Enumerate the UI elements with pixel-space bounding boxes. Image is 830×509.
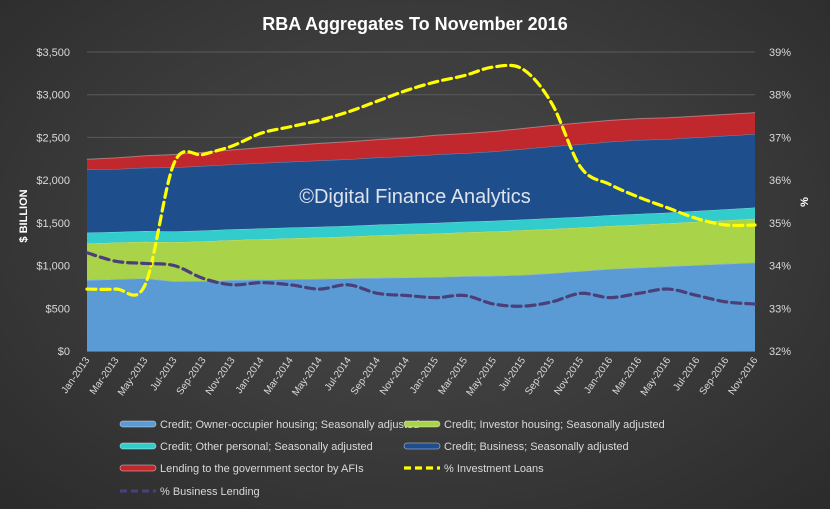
x-tick-label: Jul-2013	[149, 355, 180, 393]
x-tick-label: Nov-2015	[552, 355, 586, 397]
legend-label: Credit; Investor housing; Seasonally adj…	[444, 419, 665, 431]
x-tick-label: May-2015	[465, 355, 500, 398]
watermark: ©Digital Finance Analytics	[299, 186, 531, 208]
y-left-tick-label: $1,000	[36, 261, 70, 273]
line-series	[85, 63, 757, 297]
right-axis-ticks: 32% 33% 34% 35% 36% 37% 38% 39%	[769, 47, 791, 358]
area-series	[87, 218, 755, 282]
y-right-tick-label: 37%	[769, 132, 791, 144]
area-series	[87, 207, 755, 244]
x-axis-ticks: Jan-2013Mar-2013May-2013Jul-2013Sep-2013…	[60, 355, 761, 398]
legend-label: Credit; Other personal; Seasonally adjus…	[160, 441, 373, 453]
y-right-tick-label: 34%	[769, 261, 791, 273]
right-axis-label: %	[799, 197, 811, 207]
line-series	[85, 251, 757, 308]
x-tick-label: Jul-2014	[323, 355, 354, 393]
x-tick-label: Jul-2016	[671, 355, 702, 393]
y-right-tick-label: 38%	[769, 90, 791, 102]
y-right-tick-label: 32%	[769, 346, 791, 358]
x-tick-label: Nov-2014	[378, 355, 412, 397]
legend-label: Lending to the government sector by AFIs	[160, 463, 364, 475]
x-tick-label: Nov-2013	[204, 355, 238, 397]
y-left-tick-label: $3,500	[36, 47, 70, 59]
legend: Credit; Owner-occupier housing; Seasonal…	[119, 419, 665, 498]
y-left-tick-label: $1,500	[36, 218, 70, 230]
x-tick-label: May-2014	[290, 355, 325, 398]
y-left-tick-label: $2,000	[36, 175, 70, 187]
y-left-tick-label: $2,500	[36, 132, 70, 144]
legend-label: Credit; Business; Seasonally adjusted	[444, 441, 629, 453]
x-tick-label: Jul-2015	[497, 355, 528, 393]
legend-label: % Business Lending	[160, 486, 260, 498]
legend-label: Credit; Owner-occupier housing; Seasonal…	[160, 419, 419, 431]
x-tick-label: May-2013	[116, 355, 151, 398]
y-right-tick-label: 33%	[769, 303, 791, 315]
area-series-edge	[86, 112, 756, 160]
legend-swatch	[119, 420, 157, 428]
legend-swatch	[119, 442, 157, 450]
left-axis-label: $ BILLION	[18, 189, 30, 242]
area-series	[87, 112, 755, 170]
y-right-tick-label: 39%	[769, 47, 791, 59]
x-tick-label: May-2016	[639, 355, 674, 398]
x-tick-label: Nov-2016	[727, 355, 761, 397]
legend-swatch	[403, 420, 441, 428]
y-left-tick-label: $0	[58, 346, 70, 358]
legend-label: % Investment Loans	[444, 463, 544, 475]
y-left-tick-label: $3,000	[36, 90, 70, 102]
y-right-tick-label: 36%	[769, 175, 791, 187]
legend-swatch	[119, 464, 157, 472]
y-right-tick-label: 35%	[769, 218, 791, 230]
y-left-tick-label: $500	[46, 303, 70, 315]
percent-lines	[85, 63, 757, 308]
stacked-areas	[86, 112, 756, 351]
left-axis-ticks: $0 $500 $1,000 $1,500 $2,000 $2,500 $3,000 $3,5…	[36, 47, 70, 358]
chart-title: RBA Aggregates To November 2016	[262, 14, 567, 34]
area-series	[87, 134, 755, 233]
legend-swatch	[403, 442, 441, 450]
